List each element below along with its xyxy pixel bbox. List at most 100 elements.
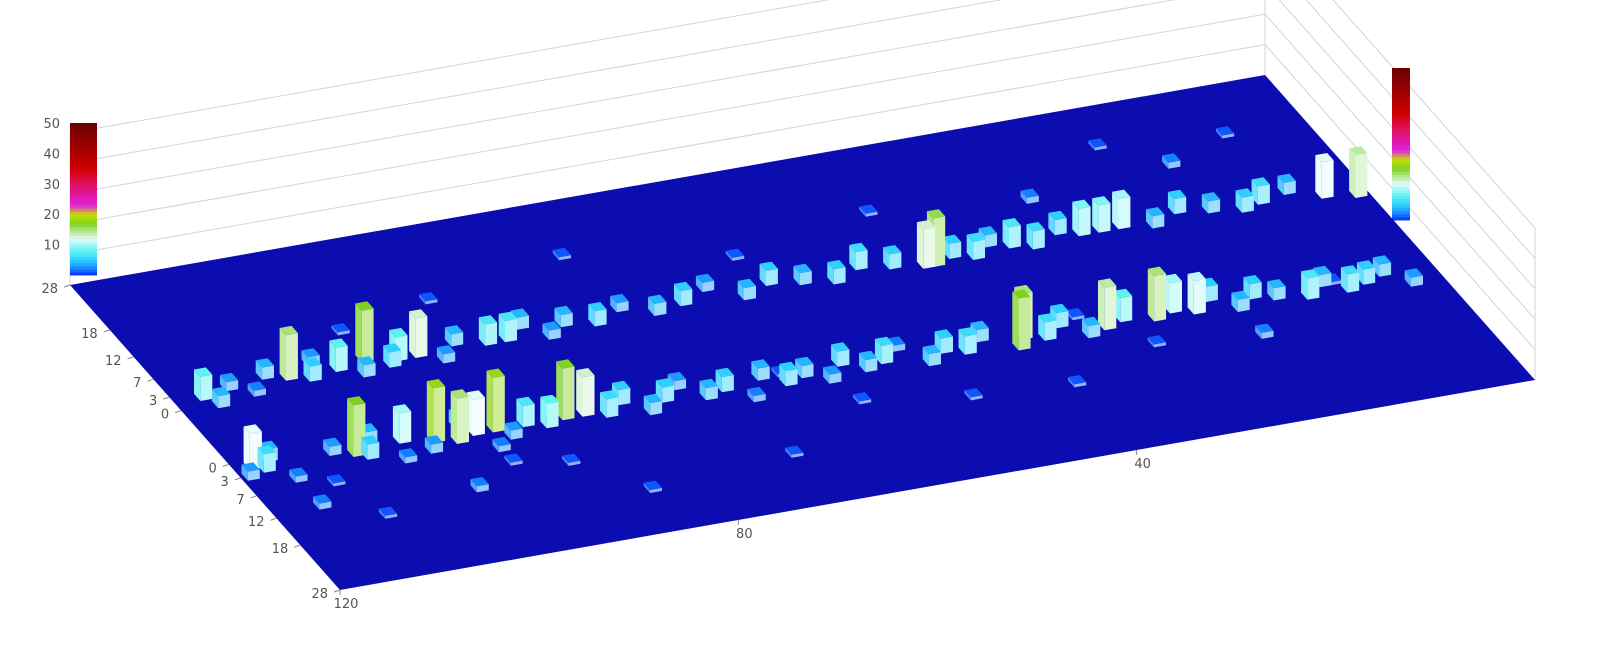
bar-front-face (949, 241, 962, 259)
bar-front-face (973, 239, 985, 260)
bar-left-face (795, 358, 802, 379)
bar (725, 248, 745, 261)
bar (779, 361, 798, 387)
bar-left-face (355, 303, 362, 363)
bar (674, 281, 693, 307)
bar-front-face (582, 375, 595, 417)
bar-top-face (255, 358, 274, 368)
bar (695, 273, 715, 293)
bar-front-face (254, 388, 266, 397)
bar (327, 474, 346, 487)
colorbar-segment (1392, 125, 1410, 130)
bar (751, 359, 770, 381)
bar (1315, 153, 1334, 199)
bar (542, 321, 561, 340)
bar-left-face (793, 265, 800, 286)
colorbar-segment (1392, 144, 1410, 148)
colorbar-segment (70, 177, 97, 182)
bar (219, 372, 239, 392)
bar (516, 396, 535, 428)
bar (470, 477, 489, 493)
bar-top-face (655, 378, 675, 388)
bar-front-face (309, 364, 322, 382)
bar-top-face (257, 445, 276, 455)
y-tick (103, 329, 110, 333)
colorbar-segment (70, 129, 97, 133)
bar-front-face (893, 343, 906, 352)
colorbar-segment (1392, 192, 1410, 197)
bar-front-face (319, 501, 332, 510)
colorbar-segment (70, 168, 97, 173)
bar-top-face (922, 344, 941, 355)
bar-front-face (415, 316, 428, 358)
bar (392, 404, 412, 444)
bar (247, 381, 266, 397)
bar-left-face (444, 327, 452, 347)
bar-front-face (498, 444, 511, 453)
bar-front-face (335, 345, 348, 372)
colorbar-segment (1392, 113, 1410, 118)
colorbar-segment (70, 135, 97, 139)
colorbar-segment (1392, 122, 1410, 127)
bar (357, 356, 376, 378)
bar-left-face (552, 250, 559, 261)
bar-top-face (1313, 265, 1332, 276)
bar-top-face (409, 309, 428, 319)
bar-top-face (610, 293, 629, 304)
bar-top-face (542, 321, 561, 331)
bar-front-face (1237, 297, 1250, 312)
bar-top-face (516, 396, 535, 406)
bar-left-face (699, 380, 706, 401)
bar-front-face (1032, 229, 1045, 250)
bar-top-face (1038, 313, 1057, 323)
bar-front-face (247, 469, 260, 481)
bar (1112, 189, 1131, 230)
colorbar-segment (1392, 180, 1410, 185)
bar-left-face (1020, 190, 1027, 204)
bar-front-face (385, 513, 398, 519)
bar-left-face (419, 294, 426, 305)
colorbar-segment (70, 220, 97, 224)
bar-left-face (958, 329, 965, 355)
bar (498, 311, 517, 343)
y-tick-label: 3 (220, 475, 228, 490)
bar (1162, 153, 1181, 169)
bar-top-face (1356, 260, 1376, 270)
bar-front-face (1094, 145, 1107, 151)
colorbar-segment (1392, 68, 1410, 72)
bar (1251, 177, 1270, 205)
bar-left-face (1146, 209, 1153, 229)
bar-top-face (1315, 153, 1334, 163)
bar-front-face (650, 487, 662, 493)
bar (859, 204, 878, 217)
bar-front-face (560, 313, 573, 328)
bar-front-face (1027, 195, 1039, 204)
x-tick-label: 40 (1134, 457, 1151, 472)
z-tick-label: 50 (43, 117, 60, 132)
bar-front-face (218, 394, 231, 409)
bar-top-face (504, 453, 523, 463)
bar (759, 261, 778, 286)
bar (588, 302, 607, 327)
colorbar-segment (1392, 150, 1410, 154)
bar-left-face (1162, 155, 1169, 169)
colorbar-segment (1392, 98, 1410, 102)
colorbar-segment (70, 159, 97, 164)
bar-front-face (1174, 197, 1187, 215)
bar-left-face (827, 262, 834, 285)
bar-top-face (470, 477, 489, 487)
bar-front-face (976, 328, 989, 343)
colorbar-segment (1392, 171, 1410, 175)
bar-front-face (1152, 214, 1165, 229)
bar-front-face (286, 333, 298, 381)
bar-top-face (588, 302, 607, 312)
y-tick (147, 378, 154, 382)
bar-top-face (1098, 278, 1117, 288)
bar-front-face (431, 442, 444, 454)
bar-top-face (747, 386, 766, 397)
z-tick-label: 20 (43, 208, 60, 223)
y-tick-label: 0 (161, 408, 169, 423)
colorbar-segment (70, 247, 97, 252)
bar-top-face (389, 327, 408, 338)
bar-top-face (554, 305, 573, 316)
